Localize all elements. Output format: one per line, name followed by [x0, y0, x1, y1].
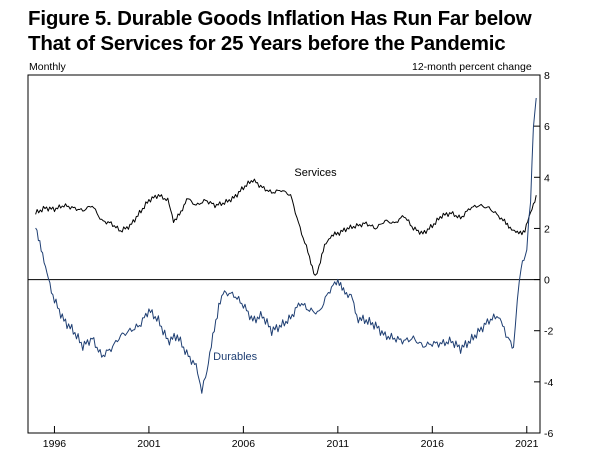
x-tick-label: 2006: [232, 438, 256, 450]
y-tick-label: -2: [544, 326, 553, 338]
series-lines: [35, 97, 537, 394]
x-tick-label: 2001: [137, 438, 161, 450]
series-line-durables: [35, 97, 537, 394]
y-tick-label: 0: [544, 275, 550, 287]
units-note: 12-month percent change: [412, 61, 532, 73]
y-tick-label: -6: [544, 428, 553, 440]
frequency-note: Monthly: [29, 61, 66, 73]
series-label-durables: Durables: [213, 351, 258, 363]
y-tick-label: -4: [544, 377, 553, 389]
series-line-services: [35, 178, 537, 276]
y-tick-label: 2: [544, 223, 550, 235]
series-label-services: Services: [294, 167, 337, 179]
chart-title-line-2: That of Services for 25 Years before the…: [28, 32, 506, 55]
chart-title-line-1: Figure 5. Durable Goods Inflation Has Ru…: [28, 7, 532, 30]
chart-title: Figure 5. Durable Goods Inflation Has Ru…: [28, 6, 588, 56]
y-tick-label: 6: [544, 121, 550, 133]
y-tick-label: 4: [544, 172, 550, 184]
y-tick-label: 8: [544, 70, 550, 82]
x-tick-label: 1996: [43, 438, 67, 450]
x-tick-label: 2016: [421, 438, 445, 450]
x-tick-label: 2011: [327, 438, 350, 450]
x-tick-label: 2021: [515, 438, 539, 450]
plot-frame: [27, 74, 541, 434]
series-labels: Services Durables: [213, 167, 337, 363]
axis-ticks: 1996 2001 2006 2011 2016 2021 -6 -4 -2 0 2 4 6 8: [43, 70, 554, 450]
